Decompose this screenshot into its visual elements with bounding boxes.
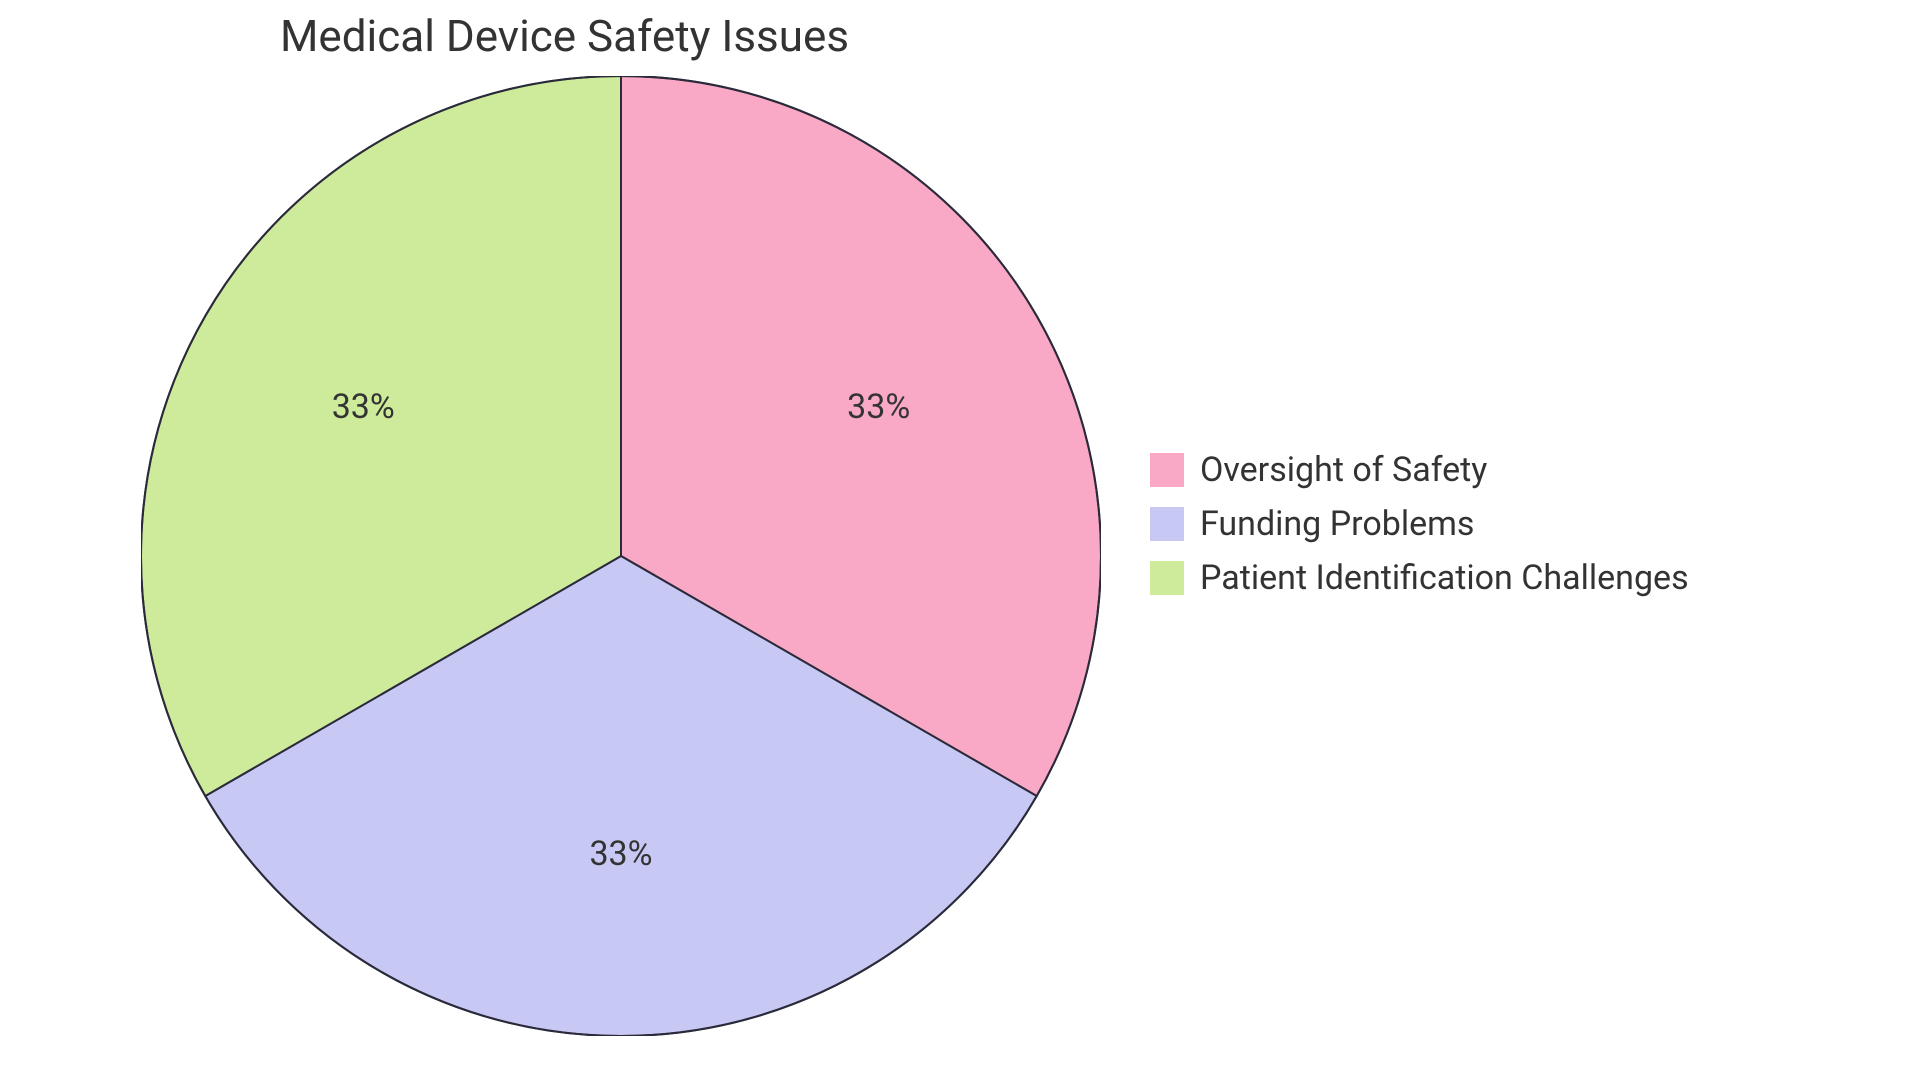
legend-swatch bbox=[1150, 561, 1184, 595]
legend-item: Oversight of Safety bbox=[1150, 450, 1689, 490]
pie-chart: 33% 33% 33% bbox=[141, 76, 1101, 1036]
legend-swatch bbox=[1150, 453, 1184, 487]
pie-slice-label: 33% bbox=[847, 387, 910, 427]
legend-item: Patient Identification Challenges bbox=[1150, 558, 1689, 598]
legend: Oversight of Safety Funding Problems Patie… bbox=[1150, 450, 1689, 598]
chart-title: Medical Device Safety Issues bbox=[280, 10, 849, 62]
pie-slice-label: 33% bbox=[332, 387, 395, 427]
legend-label: Funding Problems bbox=[1200, 504, 1474, 544]
legend-label: Oversight of Safety bbox=[1200, 450, 1487, 490]
legend-label: Patient Identification Challenges bbox=[1200, 558, 1689, 598]
chart-stage: Medical Device Safety Issues 33% 33% 33% O… bbox=[0, 0, 1920, 1080]
legend-item: Funding Problems bbox=[1150, 504, 1689, 544]
pie-slice-label: 33% bbox=[589, 834, 652, 874]
legend-swatch bbox=[1150, 507, 1184, 541]
